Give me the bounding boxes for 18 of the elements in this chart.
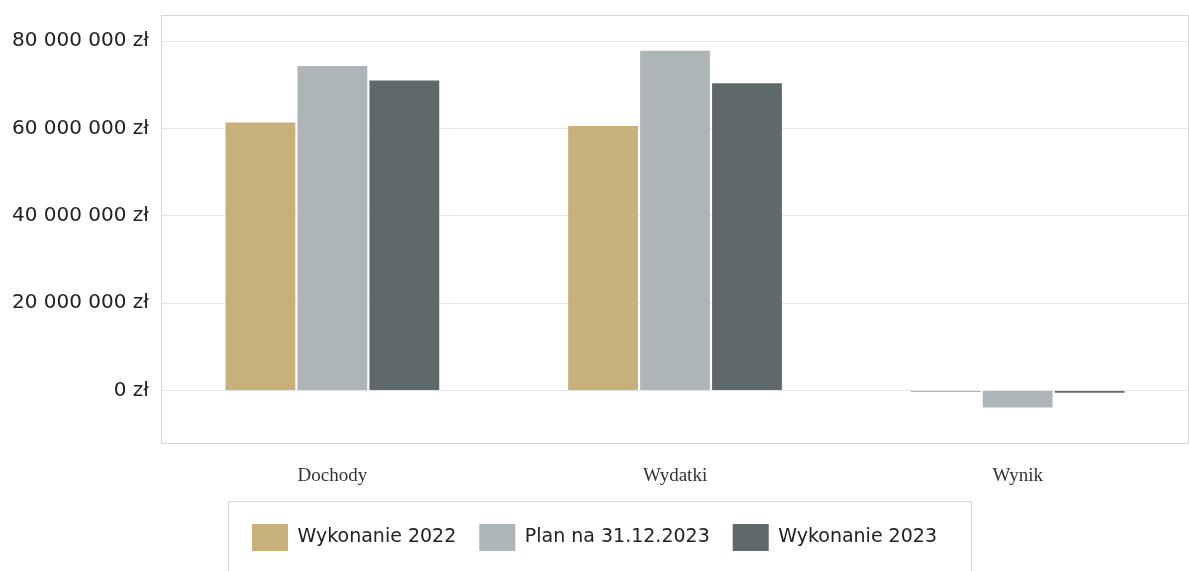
legend-label: Wykonanie 2022 — [297, 524, 457, 547]
y-tick-label: 20 000 000 zł — [11, 289, 150, 314]
bar — [297, 66, 368, 391]
bar — [712, 83, 782, 391]
bar — [225, 122, 296, 391]
y-tick-label: 80 000 000 zł — [11, 27, 150, 52]
bar — [640, 50, 710, 391]
bar — [369, 80, 440, 391]
y-tick-label: 0 zł — [113, 376, 150, 401]
x-tick-label: Dochody — [297, 464, 368, 486]
bar — [568, 125, 638, 391]
y-tick-label: 40 000 000 zł — [11, 202, 150, 227]
y-tick-label: 60 000 000 zł — [11, 114, 150, 139]
legend-label: Wykonanie 2023 — [778, 524, 937, 547]
bar — [982, 391, 1053, 408]
x-tick-label: Wynik — [992, 464, 1044, 486]
legend-label: Plan na 31.12.2023 — [524, 524, 710, 547]
x-tick-label: Wydatki — [642, 464, 708, 486]
